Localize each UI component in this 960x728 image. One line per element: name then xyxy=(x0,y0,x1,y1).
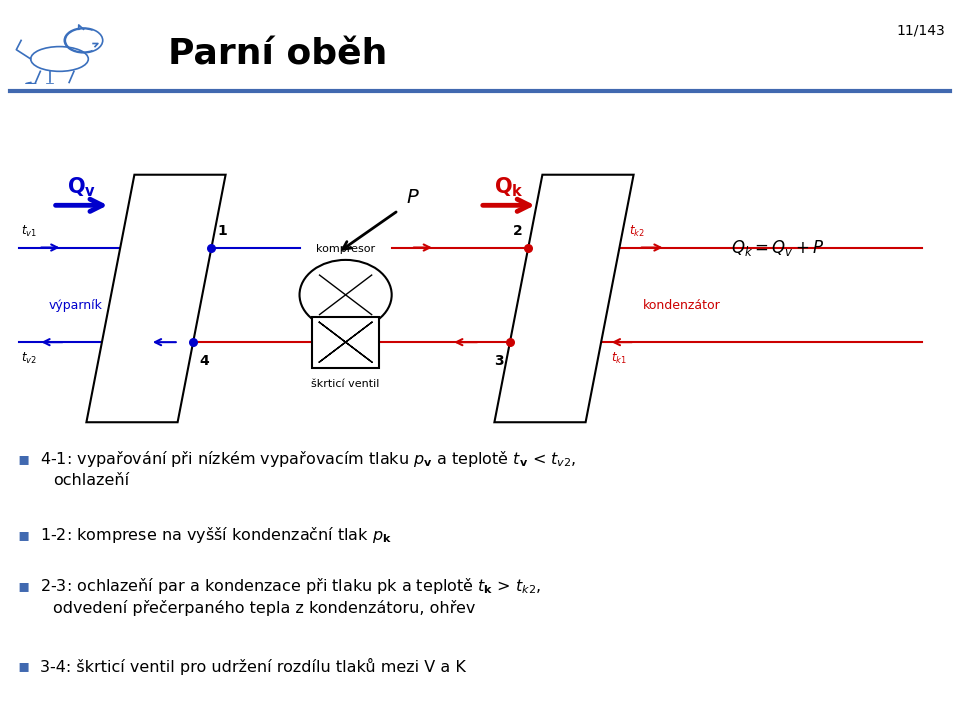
Text: $\mathbf{Q_v}$: $\mathbf{Q_v}$ xyxy=(67,176,96,199)
Text: $\mathit{P}$: $\mathit{P}$ xyxy=(406,189,420,207)
Text: 3-4: škrticí ventil pro udržení rozdílu tlaků mezi V a K: 3-4: škrticí ventil pro udržení rozdílu … xyxy=(40,657,467,675)
Text: odvedení přečerpaného tepla z kondenzátoru, ohřev: odvedení přečerpaného tepla z kondenzáto… xyxy=(53,600,475,616)
Text: $t_{k1}$: $t_{k1}$ xyxy=(611,351,627,366)
Bar xyxy=(312,317,379,368)
Point xyxy=(520,242,536,253)
Text: škrticí ventil: škrticí ventil xyxy=(311,379,380,389)
Text: $t_{k2}$: $t_{k2}$ xyxy=(629,223,645,239)
Text: 2: 2 xyxy=(513,224,522,238)
Text: $t_{v2}$: $t_{v2}$ xyxy=(21,351,37,366)
Text: ▪: ▪ xyxy=(17,450,30,467)
Text: $t_k$: $t_k$ xyxy=(558,291,570,306)
Polygon shape xyxy=(494,175,634,422)
Text: výparník: výparník xyxy=(49,299,103,312)
Text: kompresor: kompresor xyxy=(316,244,375,254)
Text: 11/143: 11/143 xyxy=(897,23,946,37)
Text: ochlazeňí: ochlazeňí xyxy=(53,473,129,488)
Text: Parní oběh: Parní oběh xyxy=(168,38,388,71)
Text: kondenzátor: kondenzátor xyxy=(643,299,721,312)
Text: 1: 1 xyxy=(217,224,227,238)
Text: ▪: ▪ xyxy=(17,526,30,544)
Text: 3: 3 xyxy=(494,354,504,368)
Text: $\mathbf{Q_k}$: $\mathbf{Q_k}$ xyxy=(493,176,524,199)
Circle shape xyxy=(300,260,392,330)
Text: ▪: ▪ xyxy=(17,577,30,595)
Text: 1-2: komprese na vyšší kondenzační tlak $\mathbf{\mathit{p}_k}$: 1-2: komprese na vyšší kondenzační tlak … xyxy=(40,525,393,545)
Point xyxy=(185,336,201,348)
Point xyxy=(204,242,219,253)
Text: 4-1: vypařování při nízkém vypařovacím tlaku $\mathbf{\mathit{p}_v}$ a teplotě $: 4-1: vypařování při nízkém vypařovacím t… xyxy=(40,448,577,469)
Text: $Q_k = Q_v + P$: $Q_k = Q_v + P$ xyxy=(731,237,825,258)
Text: 2-3: ochlazeňí par a kondenzace při tlaku pk a teplotě $\mathbf{\mathit{t}_k}$ >: 2-3: ochlazeňí par a kondenzace při tlak… xyxy=(40,576,541,596)
Polygon shape xyxy=(86,175,226,422)
Text: ▪: ▪ xyxy=(17,657,30,675)
Text: $t_{v1}$: $t_{v1}$ xyxy=(21,223,37,239)
Text: 4: 4 xyxy=(199,354,208,368)
Point xyxy=(502,336,517,348)
Text: $t_v$: $t_v$ xyxy=(150,291,162,306)
